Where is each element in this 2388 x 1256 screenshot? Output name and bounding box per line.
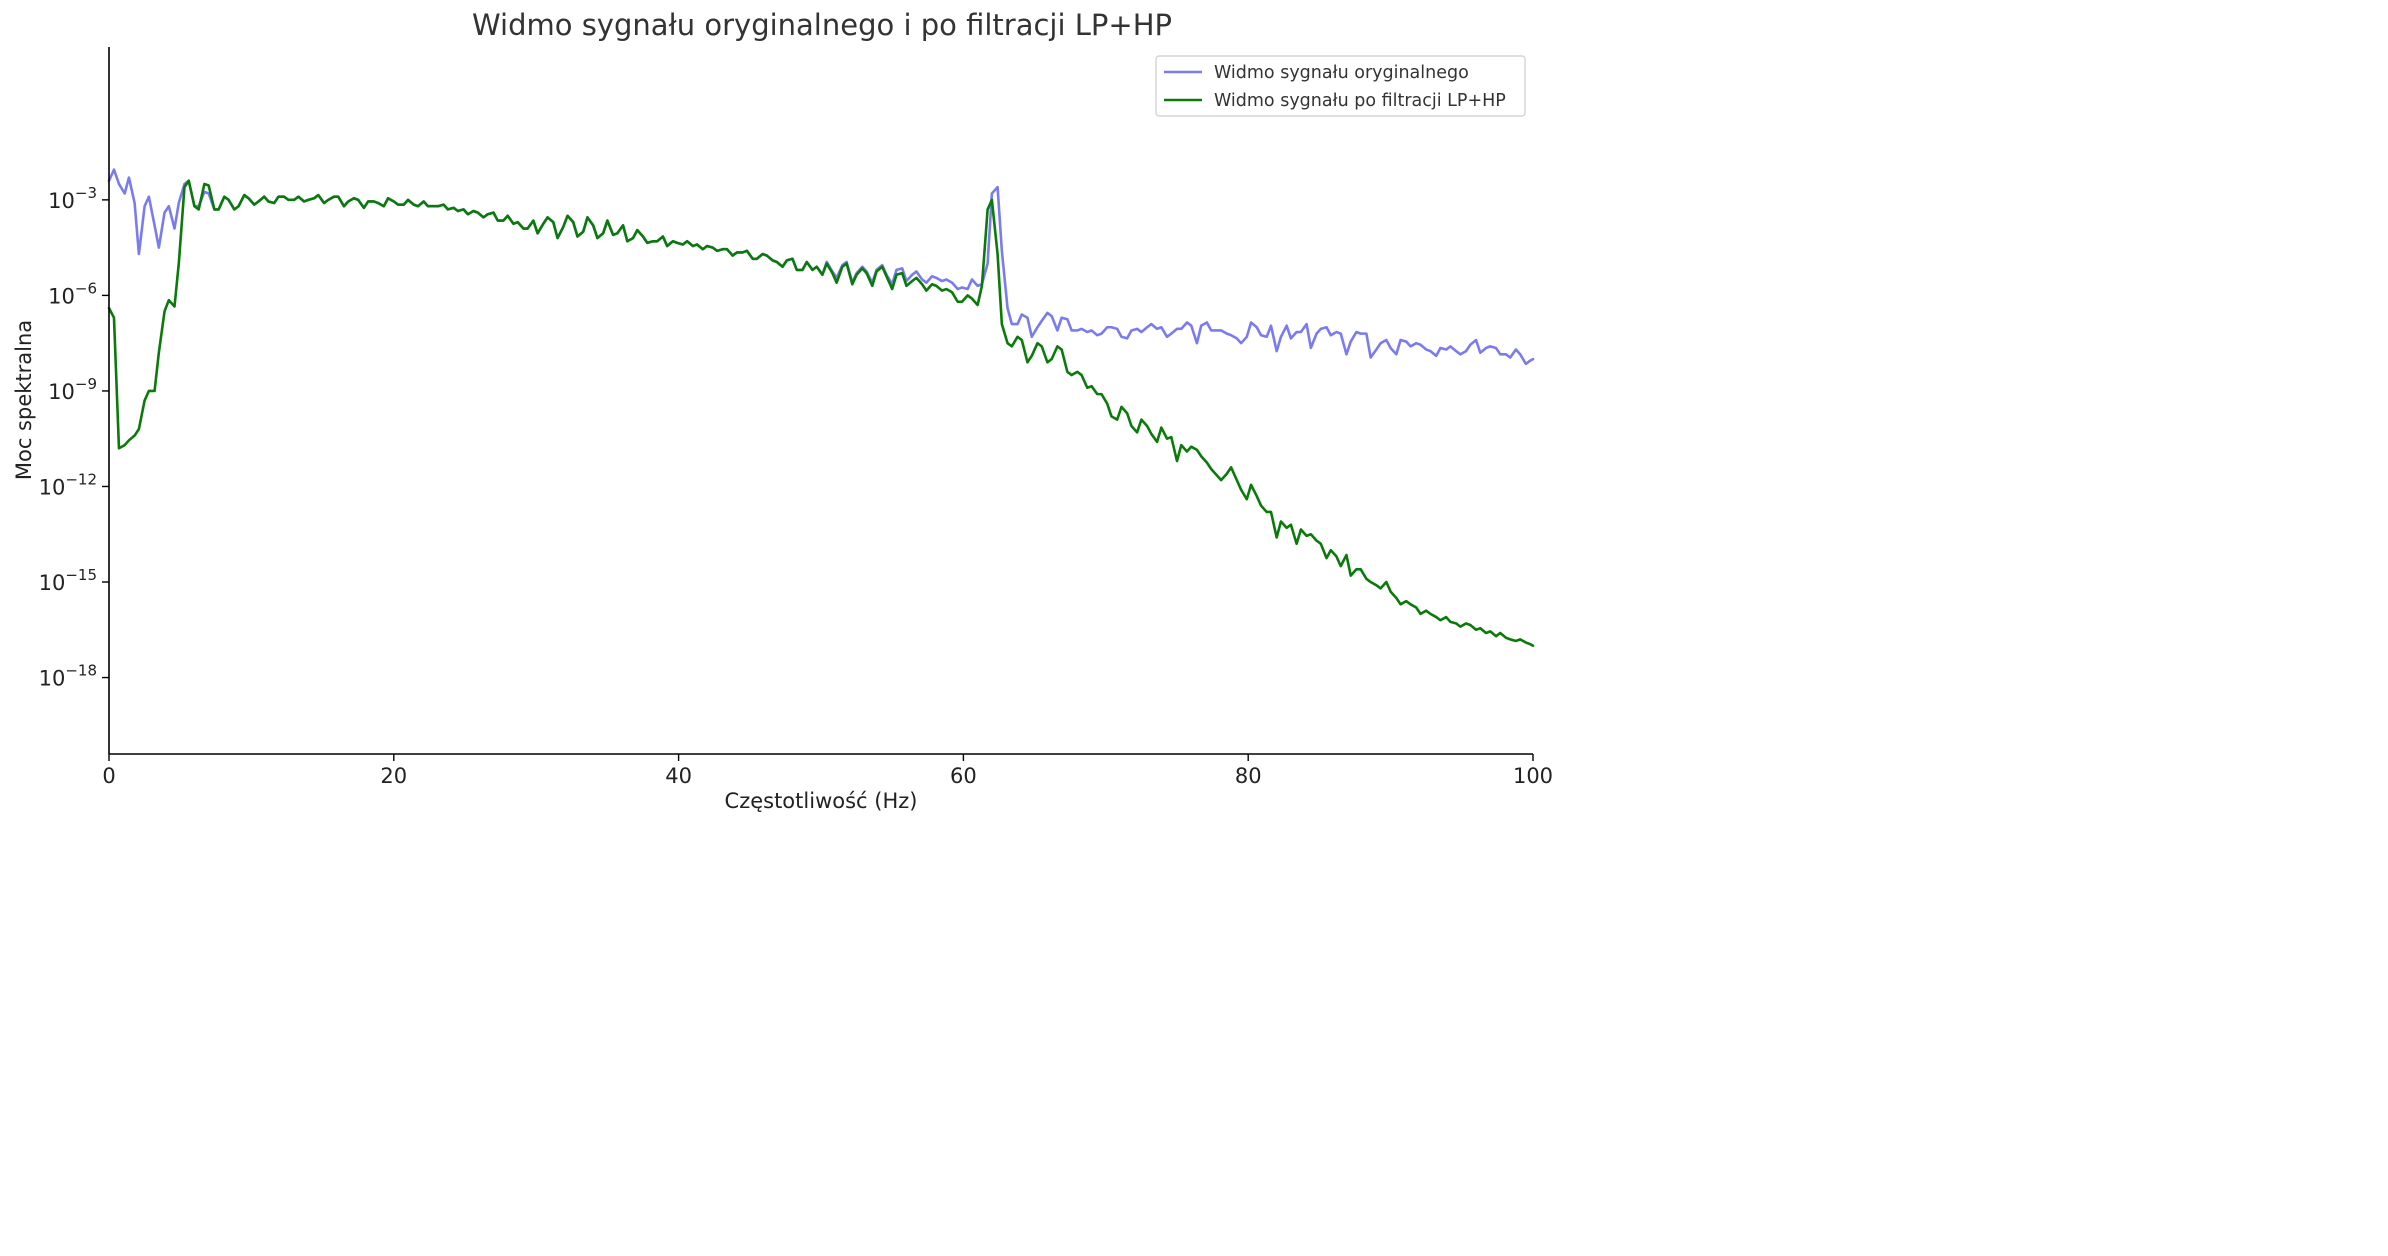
y-tick-label: 10−9 (48, 375, 97, 404)
x-tick-label: 100 (1513, 764, 1553, 788)
legend-label-1: Widmo sygnału oryginalnego (1214, 63, 1469, 83)
x-tick-label: 60 (950, 764, 977, 788)
y-tick-label: 10−6 (48, 279, 97, 308)
y-tick-label: 10−12 (39, 470, 97, 499)
legend-label-2: Widmo sygnału po filtracji LP+HP (1214, 91, 1506, 111)
chart-title: Widmo sygnału oryginalnego i po filtracj… (472, 8, 1172, 42)
y-tick-label: 10−3 (48, 184, 97, 213)
series-line-2 (107, 179, 1535, 648)
x-tick-label: 40 (665, 764, 692, 788)
plot-area: 0 20 40 60 80 100 10−3 10−6 10−9 10−12 10−15 10−18 (39, 47, 1553, 788)
y-axis-title: Moc spektralna (12, 320, 36, 480)
x-tick-label: 80 (1235, 764, 1262, 788)
x-tick-label: 20 (380, 764, 407, 788)
y-tick-label: 10−15 (39, 566, 97, 595)
chart-background (0, 0, 1568, 825)
x-tick-label: 0 (102, 764, 115, 788)
x-axis-title: Częstotliwość (Hz) (725, 789, 918, 813)
legend: Widmo sygnału oryginalnego Widmo sygnału … (1155, 55, 1526, 117)
spectrum-chart: Widmo sygnału oryginalnego i po filtracj… (0, 0, 1568, 825)
y-tick-label: 10−18 (39, 662, 97, 691)
legend-box (1155, 55, 1526, 117)
